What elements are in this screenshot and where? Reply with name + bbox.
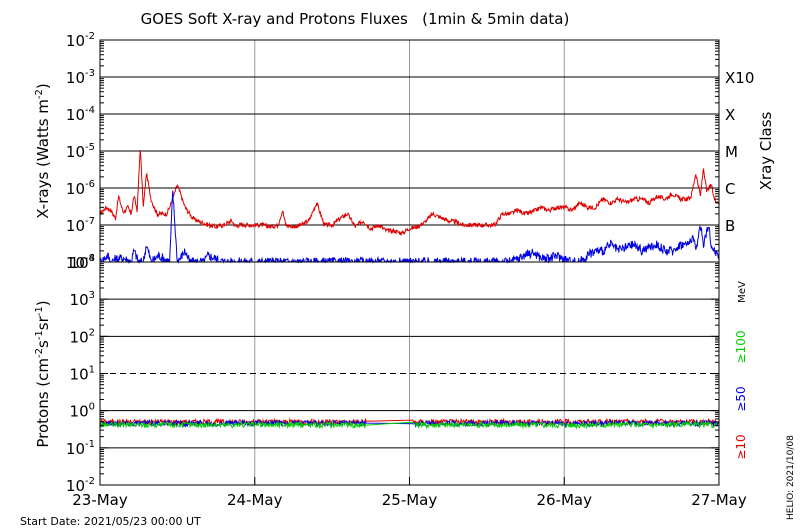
- x-tick-label: 23-May: [72, 491, 128, 509]
- x-axis-ticks: 23-May 24-May 25-May 26-May 27-May: [72, 477, 747, 509]
- proton-y-ticks: 10-2 10-1 100 101 102 103 104: [66, 253, 719, 495]
- proton-gridlines: [100, 262, 719, 485]
- xray-tick-label: 10-6: [66, 179, 95, 198]
- xray-tick-label: 10-5: [66, 142, 95, 161]
- xray-panel: 10-8 10-7 10-6 10-5 10-4 10-3 10-2 X10 X M C B X-r…: [34, 31, 775, 272]
- energy-label-100: ≥100: [734, 331, 748, 364]
- proton-ylabel: Protons (cm-2s-1sr-1): [34, 300, 52, 447]
- proton-tick-label: 101: [70, 365, 95, 384]
- proton-tick-label: 100: [70, 402, 95, 421]
- proton-tick-label: 10-2: [66, 476, 95, 495]
- xray-class-label: B: [725, 217, 735, 235]
- xray-class-label: X10: [725, 69, 754, 87]
- x-tick-label: 25-May: [382, 491, 438, 509]
- xray-class-label: M: [725, 143, 738, 161]
- start-date: Start Date: 2021/05/23 00:00 UT: [20, 515, 201, 528]
- xray-series-line-long: [99, 149, 720, 236]
- proton-tick-label: 102: [70, 327, 95, 346]
- xray-series-line-short: [99, 190, 720, 264]
- xray-class-labels: X10 X M C B: [725, 69, 754, 235]
- xray-class-axis-label: Xray Class: [757, 111, 775, 190]
- x-tick-label: 26-May: [536, 491, 592, 509]
- x-tick-label: 27-May: [691, 491, 747, 509]
- xray-tick-label: 10-3: [66, 68, 95, 87]
- xray-class-label: X: [725, 106, 735, 124]
- proton-tick-label: 104: [70, 253, 95, 272]
- proton-series: [99, 417, 720, 430]
- energy-label-10: ≥10: [734, 434, 748, 459]
- xray-gridlines: [100, 40, 719, 262]
- helio-date: HELIO: 2021/10/08: [786, 435, 796, 520]
- proton-series-line: [99, 420, 720, 430]
- proton-panel: 10-2 10-1 100 101 102 103 104 Protons (cm-2s-1…: [34, 253, 748, 495]
- energy-unit-label: MeV: [737, 281, 748, 303]
- xray-tick-label: 10-7: [66, 216, 95, 235]
- chart-title: GOES Soft X-ray and Protons Fluxes (1min…: [141, 10, 570, 28]
- xray-tick-label: 10-2: [66, 31, 95, 50]
- xray-class-label: C: [725, 180, 735, 198]
- xray-tick-label: 10-8: [66, 253, 95, 272]
- x-tick-label: 24-May: [227, 491, 283, 509]
- xray-series: [99, 149, 720, 264]
- xray-tick-label: 10-4: [66, 105, 95, 124]
- proton-series-line: [99, 418, 720, 429]
- proton-tick-label: 103: [70, 290, 95, 309]
- proton-tick-label: 10-1: [66, 439, 95, 458]
- energy-label-50: ≥50: [734, 386, 748, 411]
- xray-ylabel: X-rays (Watts m-2): [34, 83, 52, 218]
- xray-y-ticks: 10-8 10-7 10-6 10-5 10-4 10-3 10-2: [66, 31, 719, 272]
